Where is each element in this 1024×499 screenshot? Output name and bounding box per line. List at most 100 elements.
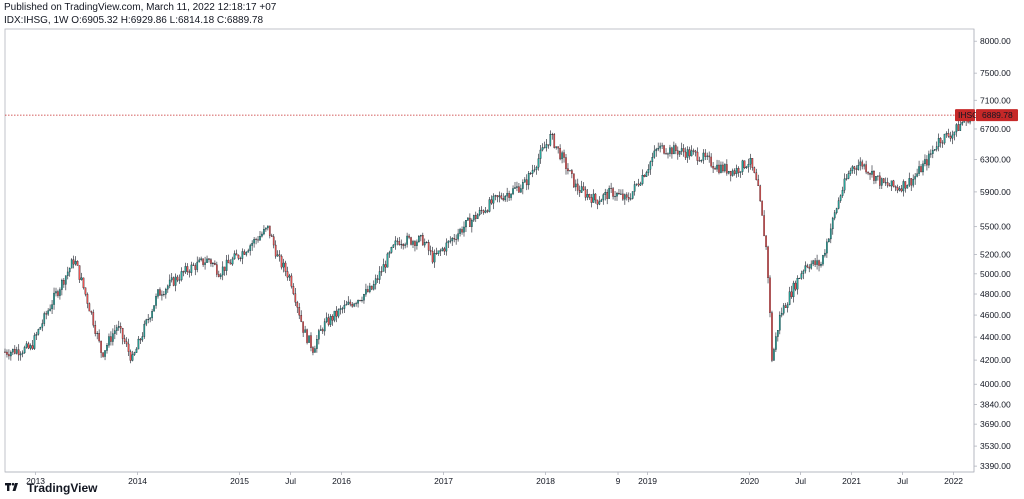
price-tick-label: 8000.00 — [980, 36, 1011, 46]
candle-up — [537, 158, 540, 168]
candle-up — [476, 214, 479, 219]
candle-down — [396, 240, 399, 242]
candle-down — [718, 164, 720, 173]
candle-down — [675, 145, 677, 151]
candle-down — [298, 307, 301, 316]
candle-down — [637, 183, 640, 186]
candle-down — [682, 148, 685, 153]
candle-down — [496, 195, 499, 198]
candle-up — [912, 179, 915, 186]
candle-down — [227, 259, 230, 264]
candle-up — [33, 335, 36, 349]
candle-up — [369, 285, 371, 292]
candle-up — [847, 173, 850, 179]
candle-up — [55, 291, 57, 294]
candle-down — [27, 343, 30, 349]
candle-up — [863, 164, 865, 167]
candle-up — [514, 187, 516, 189]
candle-up — [884, 182, 887, 184]
candle-down — [274, 244, 277, 257]
candle-up — [549, 134, 552, 146]
candle-up — [382, 264, 385, 272]
candle-down — [327, 317, 330, 325]
candle-down — [402, 244, 405, 246]
candle-up — [378, 271, 381, 280]
candle-up — [200, 258, 202, 261]
candle-down — [335, 310, 338, 317]
candle-up — [659, 145, 661, 149]
candle-up — [163, 294, 165, 295]
time-tick-label: 2017 — [434, 476, 453, 486]
candle-down — [4, 351, 6, 353]
candle-down — [518, 186, 520, 193]
candle-up — [531, 169, 534, 174]
candle-down — [421, 235, 424, 246]
candle-down — [612, 188, 614, 197]
footer-brand-text: TradingView — [27, 481, 98, 495]
candle-up — [792, 282, 795, 298]
candle-down — [949, 136, 952, 139]
candle-down — [910, 178, 913, 186]
candle-down — [45, 313, 48, 315]
candle-up — [347, 301, 350, 305]
candle-down — [671, 147, 673, 155]
candle-up — [700, 160, 703, 162]
candle-down — [100, 340, 102, 353]
candle-up — [337, 309, 340, 317]
candle-up — [133, 352, 136, 355]
candle-down — [208, 258, 210, 260]
candle-up — [916, 173, 918, 177]
candle-up — [463, 226, 465, 233]
candle-up — [898, 188, 901, 191]
candle-down — [794, 282, 797, 290]
candle-down — [474, 215, 477, 219]
candle-up — [68, 267, 71, 273]
candle-up — [555, 146, 558, 148]
candle-up — [412, 241, 414, 245]
candle-down — [125, 341, 128, 345]
candle-down — [710, 156, 712, 167]
candle-up — [433, 253, 436, 263]
candle-up — [355, 303, 357, 305]
candle-up — [353, 303, 355, 307]
candle-up — [735, 168, 738, 175]
candle-up — [494, 195, 497, 197]
candle-up — [29, 345, 32, 349]
footer-brand[interactable]: TradingView — [5, 481, 97, 495]
candle-up — [459, 229, 461, 234]
candle-down — [606, 192, 609, 199]
candle-down — [625, 194, 628, 198]
candle-down — [557, 146, 559, 149]
candle-up — [339, 308, 342, 310]
candle-up — [70, 259, 73, 269]
price-tick-label: 3530.00 — [980, 441, 1011, 451]
candle-up — [325, 317, 328, 322]
candle-down — [139, 338, 142, 341]
candle-up — [180, 271, 183, 281]
candle-down — [480, 209, 483, 211]
candle-down — [243, 251, 246, 255]
candle-up — [61, 280, 63, 290]
candle-down — [255, 239, 257, 240]
candle-up — [80, 277, 83, 280]
candle-up — [680, 148, 683, 152]
candle-up — [822, 255, 824, 265]
candle-up — [720, 164, 722, 173]
price-tick-label: 3690.00 — [980, 419, 1011, 429]
candle-up — [716, 164, 718, 170]
candle-up — [457, 233, 459, 240]
candle-up — [418, 236, 420, 243]
time-tick-label: 9 — [616, 476, 621, 486]
candle-down — [349, 301, 352, 305]
candle-up — [561, 152, 563, 160]
candle-down — [753, 167, 756, 173]
candle-down — [188, 271, 191, 273]
candle-down — [904, 181, 907, 189]
candle-up — [251, 243, 253, 246]
candle-up — [198, 259, 201, 263]
candle-up — [190, 264, 193, 273]
candle-up — [731, 170, 734, 176]
candle-up — [37, 329, 40, 335]
candle-up — [673, 145, 675, 155]
